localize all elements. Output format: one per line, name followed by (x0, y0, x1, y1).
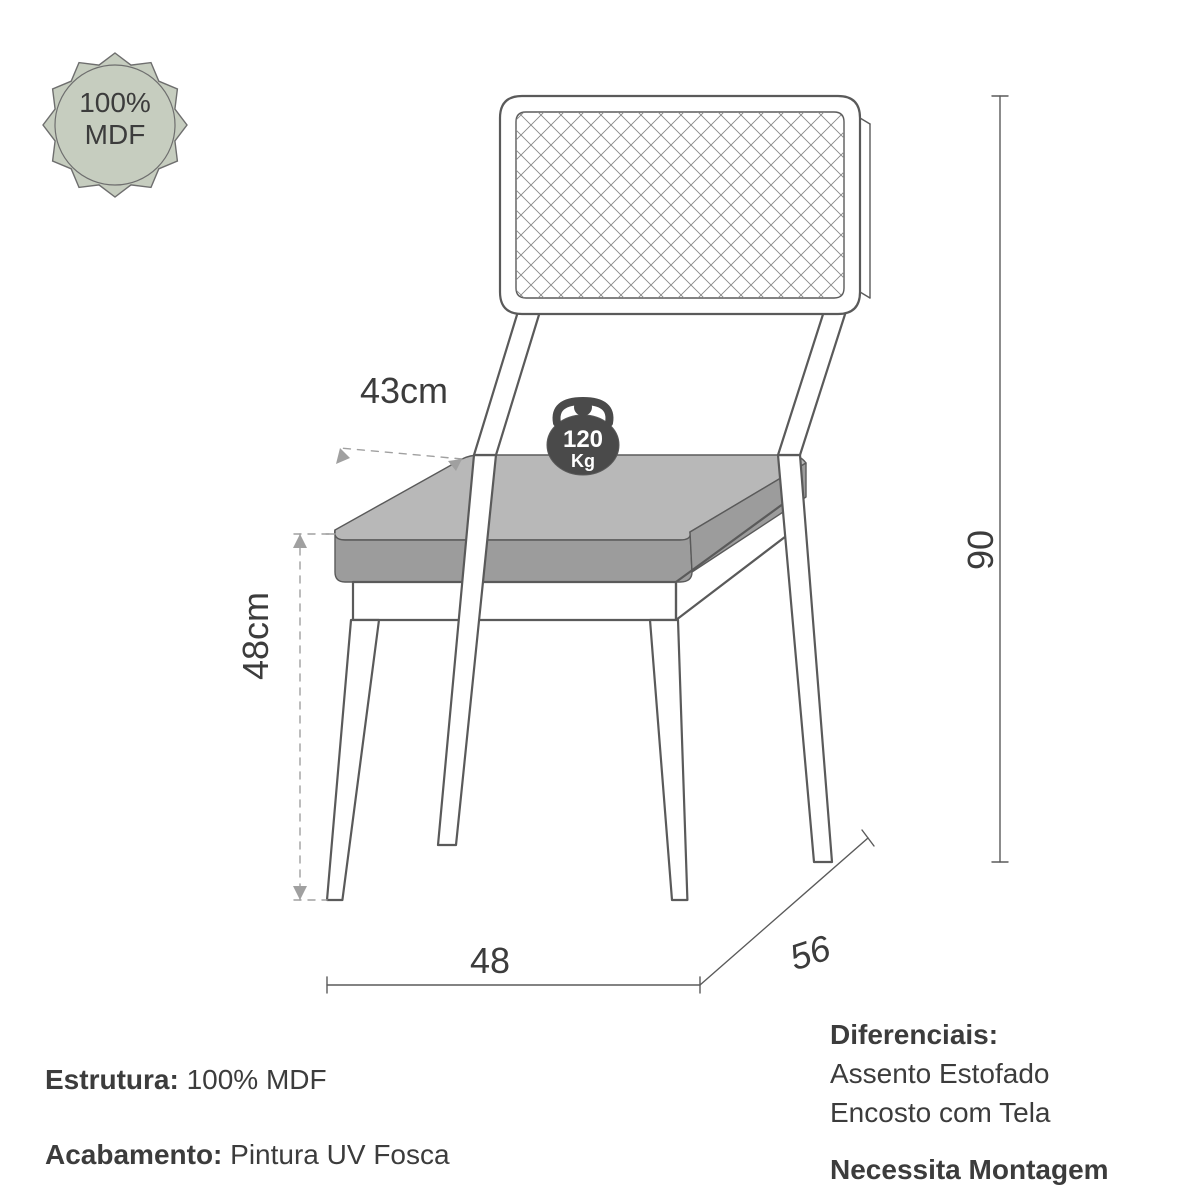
dim-seat-depth: 43cm (360, 370, 448, 412)
product-dimension-diagram: 100% MDF 120Kg 43cm 48cm 90 48 56 Estrut… (0, 0, 1200, 1200)
spec-diferenciais: Diferenciais: Assento Estofado Encosto c… (830, 1015, 1051, 1133)
estrutura-value: 100% MDF (187, 1064, 327, 1095)
spec-montagem: Necessita Montagem (830, 1150, 1109, 1189)
svg-text:120: 120 (563, 426, 603, 453)
dim-seat-height: 48cm (235, 592, 277, 680)
acabamento-value: Pintura UV Fosca (230, 1139, 449, 1170)
estrutura-label: Estrutura: (45, 1064, 179, 1095)
diferenciais-label: Diferenciais: (830, 1015, 1051, 1054)
diferenciais-line1: Assento Estofado (830, 1054, 1051, 1093)
spec-acabamento: Acabamento: Pintura UV Fosca (45, 1135, 450, 1174)
acabamento-label: Acabamento: (45, 1139, 222, 1170)
svg-text:Kg: Kg (571, 451, 595, 471)
spec-estrutura: Estrutura: 100% MDF (45, 1060, 327, 1099)
dim-width: 48 (470, 940, 510, 982)
diferenciais-line2: Encosto com Tela (830, 1093, 1051, 1132)
dim-total-height: 90 (960, 530, 1002, 570)
